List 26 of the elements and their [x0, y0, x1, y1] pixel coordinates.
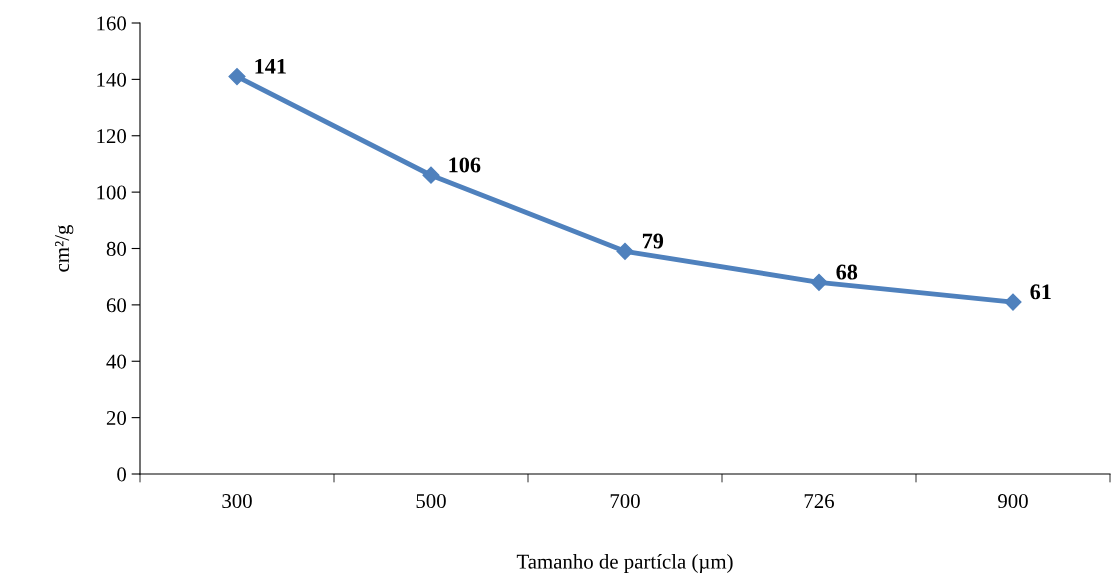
point: [422, 166, 440, 184]
data-label: 141: [255, 58, 286, 74]
point: [616, 242, 634, 260]
y-tick-label: 120: [97, 129, 127, 144]
y-tick-label: 20: [106, 411, 127, 426]
data-label: 61: [1030, 284, 1051, 300]
y-axis-title: cm²/g: [55, 224, 74, 272]
x-tick-label: 700: [610, 494, 640, 509]
y-tick-label: 0: [117, 467, 127, 482]
x-axis-title: Tamanho de partícla (µm): [516, 554, 733, 573]
x-tick-label: 900: [998, 494, 1028, 509]
y-tick-label: 160: [97, 16, 127, 31]
data-label: 106: [449, 157, 481, 173]
point: [810, 273, 828, 291]
y-tick-label: 100: [97, 185, 127, 200]
x-tick-label: 726: [804, 494, 834, 509]
y-tick-label: 60: [106, 298, 127, 313]
x-tick-label: 500: [416, 494, 446, 509]
data-label: 68: [836, 264, 858, 280]
point: [1004, 293, 1022, 311]
data-label: 79: [642, 233, 664, 249]
y-tick-label: 140: [97, 72, 127, 87]
y-tick-label: 40: [106, 354, 127, 369]
x-tick-label: 300: [222, 494, 252, 509]
point: [228, 68, 246, 86]
y-tick-label: 80: [106, 241, 127, 256]
